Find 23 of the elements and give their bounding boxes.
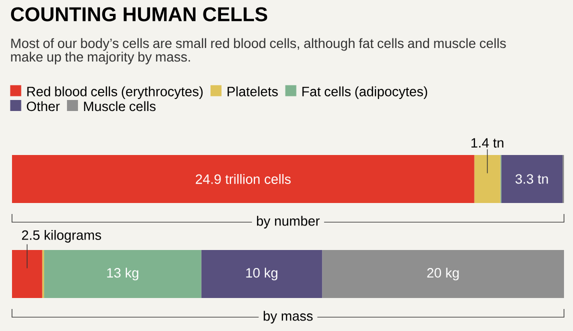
legend-label: Platelets [228, 86, 278, 96]
data-label: 20 kg [427, 268, 459, 280]
data-label: 1.4 tn [471, 138, 504, 148]
bar [44, 250, 202, 298]
data-label: 24.9 trillion cells [196, 174, 291, 184]
bar [501, 154, 563, 203]
chart-subtitle: Most of our body’s cells are small red blood cells, although fat cells and muscle cells make up the majority by mass. [11, 38, 506, 64]
x-axis-title: by mass [264, 310, 313, 324]
data-label: 3.3 tn [516, 174, 548, 184]
legend-label: Muscle cells [84, 101, 156, 112]
legend-label: Other [26, 101, 60, 112]
bar [201, 250, 322, 298]
bar [322, 250, 564, 298]
bar [12, 250, 42, 298]
x-axis-title: by number [256, 216, 320, 228]
bar [12, 154, 474, 203]
legend-label: Fat cells (adipocytes) [302, 86, 428, 99]
bar [474, 154, 500, 203]
data-label: 2.5 kilograms [22, 230, 102, 243]
data-label: 13 kg [107, 268, 138, 280]
data-label: 10 kg [246, 268, 278, 280]
legend-label: Red blood cells (erythrocytes) [27, 86, 203, 99]
chart-title: COUNTING HUMAN CELLS [11, 7, 268, 22]
